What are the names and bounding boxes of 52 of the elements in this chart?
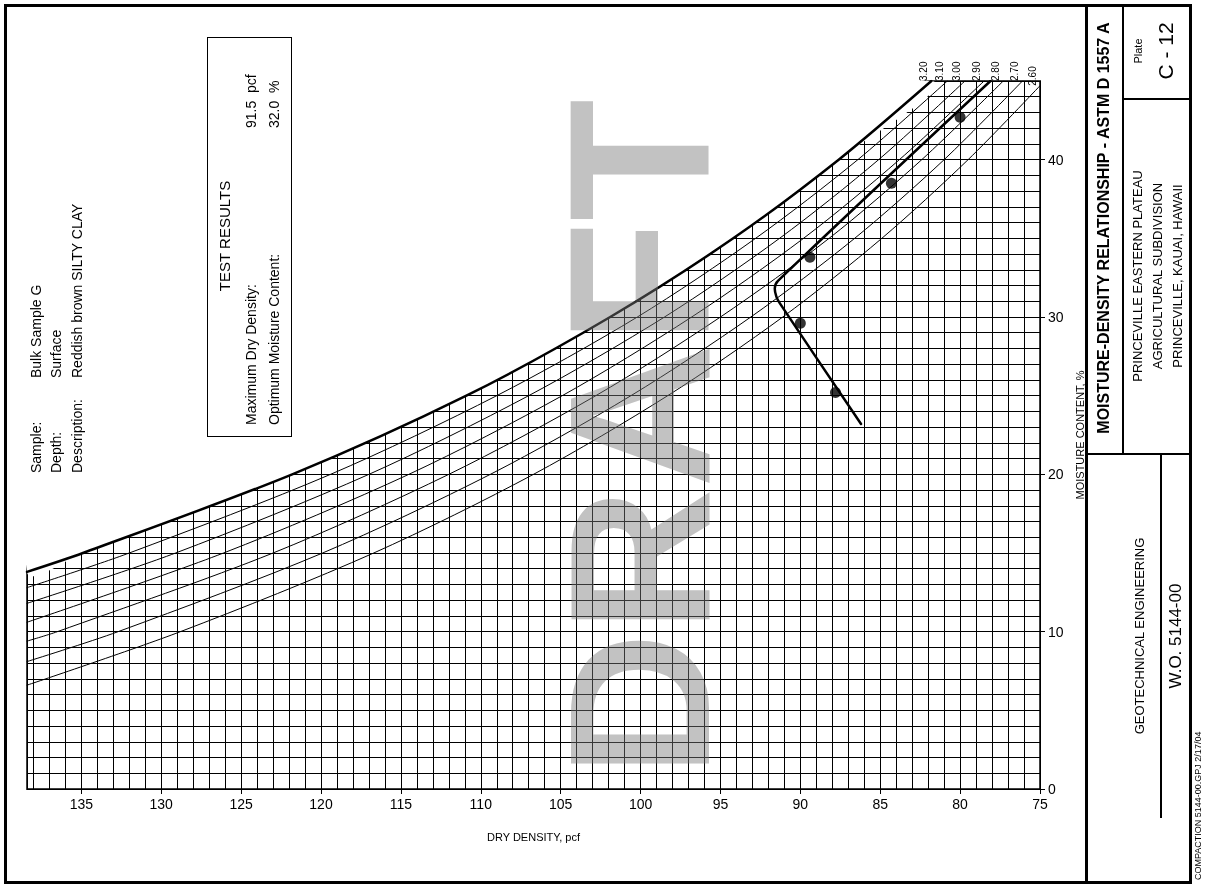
x-tick-label: 85 [872,796,889,812]
x-tick-label: 110 [469,796,493,812]
text: PRINCEVILLE EASTERN PLATEAU [1129,170,1146,382]
x-tick-label: 75 [1032,796,1048,812]
text: 3.00 [951,61,963,81]
text: 3.10 [933,61,945,81]
x-tick-label: 90 [792,796,809,812]
annotation: Description: [69,399,86,473]
text: PRINCEVILLE, KAUAI, HAWAII [1169,184,1186,368]
text: 3.20 [917,61,929,81]
annotation: 32.0 % [266,80,283,128]
annotation: DRAFT [528,99,751,777]
point [829,387,841,399]
annotation: Optimum Moisture Content: [266,253,283,425]
x-tick-label: 80 [952,796,969,812]
x-tick-label: 105 [548,796,573,812]
y-tick-label: 20 [1048,466,1064,483]
x-tick-label: 125 [229,796,253,812]
point [954,111,966,123]
text: GEOTECHNICAL ENGINEERING [1131,537,1148,735]
annotation: TEST RESULTS [215,180,234,292]
text: 2.80 [989,61,1001,81]
annotation: Maximum Dry Density: [243,284,260,425]
annotation: 91.5 pcf [243,74,260,128]
point [885,177,897,189]
point [794,317,806,329]
x-axis-title: DRY DENSITY, pcf [487,830,581,843]
y-axis-title: MOISTURE CONTENT, % [1073,370,1086,500]
y-tick-label: 10 [1048,623,1064,640]
text: COMPACTION 5144-00.GPJ 2/17/04 [1193,731,1204,880]
y-tick-label: 30 [1048,309,1064,325]
x-tick-label: 100 [628,796,653,812]
annotation: Depth: [48,431,65,473]
x-tick-label: 135 [69,796,94,812]
text: 2.90 [970,61,982,81]
text: MOISTURE-DENSITY RELATIONSHIP - ASTM D 1557 A [1095,22,1113,434]
annotation: Sample: [28,421,45,473]
x-tick-label: 120 [309,796,333,812]
x-tick-label: 130 [149,796,174,812]
text: Plate [1131,38,1145,64]
text: AGRICULTURAL SUBDIVISION [1149,182,1166,370]
y-tick-label: 0 [1048,781,1056,797]
text: 2.70 [1008,61,1020,81]
annotation: Reddish brown SILTY CLAY [69,203,86,378]
x-tick-label: 115 [389,796,413,812]
annotation: Surface [48,329,65,378]
text: C - 12 [1154,22,1178,80]
text: W.O. 5144-00 [1165,583,1186,689]
x-tick-label: 95 [712,796,729,812]
annotation: Bulk Sample G [28,284,45,378]
y-tick-label: 40 [1048,151,1064,168]
point [804,251,816,263]
